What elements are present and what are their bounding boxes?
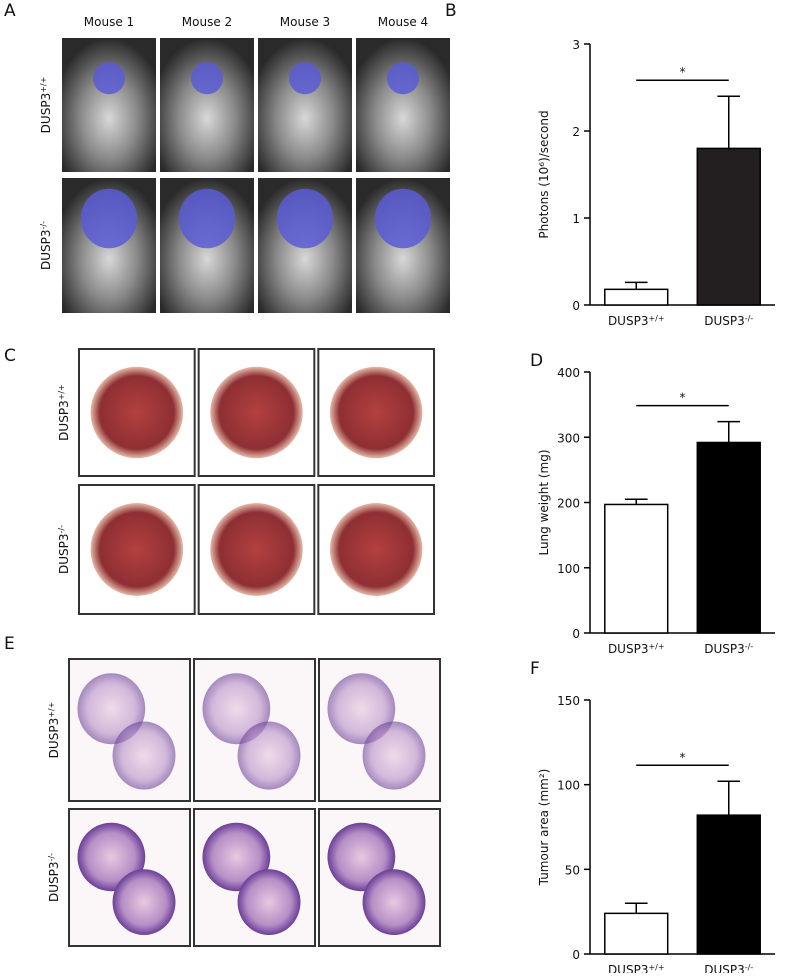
y-tick-label: 100 (557, 779, 580, 793)
y-tick-label: 200 (557, 497, 580, 511)
bioluminescence (374, 188, 432, 249)
bioluminescence (191, 62, 223, 95)
x-tick-label: DUSP3+/+ (608, 642, 665, 657)
significance-label: * (680, 750, 686, 764)
y-tick-label: 0 (572, 299, 580, 313)
lung (210, 503, 303, 596)
panel-label: C (4, 346, 16, 366)
mouse-image (62, 38, 156, 172)
bar (696, 441, 761, 634)
y-tick-label: 3 (572, 38, 580, 52)
column-label: Mouse 2 (182, 15, 232, 29)
bar (604, 503, 669, 634)
row-label: DUSP3-/- (57, 525, 72, 574)
x-tick-label: DUSP3-/- (704, 314, 753, 329)
y-axis-label: Tumour area (mm²) (537, 769, 551, 887)
y-tick-label: 0 (572, 948, 580, 962)
bioluminescence (93, 62, 125, 95)
bioluminescence (289, 62, 321, 95)
panel-label: F (530, 659, 540, 679)
y-tick-label: 150 (557, 694, 580, 708)
mouse-image (356, 38, 450, 172)
bar (696, 147, 761, 306)
lung (329, 503, 423, 596)
column-label: Mouse 1 (84, 15, 134, 29)
lung-section (237, 869, 301, 936)
lung-section (112, 869, 176, 936)
bioluminescence (80, 188, 138, 249)
y-tick-label: 1 (572, 212, 580, 226)
panel-label: A (4, 1, 16, 21)
y-tick-label: 400 (557, 366, 580, 380)
column-label: Mouse 4 (378, 15, 428, 29)
column-label: Mouse 3 (280, 15, 330, 29)
x-tick-label: DUSP3+/+ (608, 963, 665, 974)
bioluminescence (276, 188, 334, 249)
lung (210, 366, 303, 459)
bioluminescence (387, 62, 419, 95)
panel-label: D (530, 351, 543, 371)
row-label: DUSP3+/+ (39, 77, 54, 134)
x-tick-label: DUSP3-/- (704, 963, 753, 974)
bar (696, 814, 761, 955)
lung-section (237, 721, 301, 790)
bar (604, 288, 669, 306)
y-axis-label: Photons (10⁶)/second (537, 110, 551, 238)
row-label: DUSP3-/- (47, 853, 62, 902)
significance-label: * (680, 65, 686, 79)
bioluminescence (178, 188, 236, 249)
y-axis-label: Lung weight (mg) (537, 449, 551, 555)
panel-label: E (4, 634, 15, 654)
significance-label: * (680, 391, 686, 405)
panel-label: B (445, 1, 457, 21)
lung-section (362, 869, 426, 936)
mouse-image (258, 38, 352, 172)
x-tick-label: DUSP3-/- (704, 642, 753, 657)
x-tick-label: DUSP3+/+ (608, 314, 665, 329)
row-label: DUSP3-/- (39, 221, 54, 270)
lung (90, 366, 184, 459)
row-label: DUSP3+/+ (47, 702, 62, 759)
lung-section (362, 721, 426, 790)
row-label: DUSP3+/+ (57, 384, 72, 441)
lung (329, 366, 423, 459)
y-tick-label: 2 (572, 125, 580, 139)
y-tick-label: 300 (557, 431, 580, 445)
y-tick-label: 50 (565, 863, 580, 877)
y-tick-label: 0 (572, 627, 580, 641)
mouse-image (160, 38, 254, 172)
bar (604, 912, 669, 955)
lung-section (112, 721, 176, 790)
y-tick-label: 100 (557, 562, 580, 576)
lung (90, 503, 184, 596)
